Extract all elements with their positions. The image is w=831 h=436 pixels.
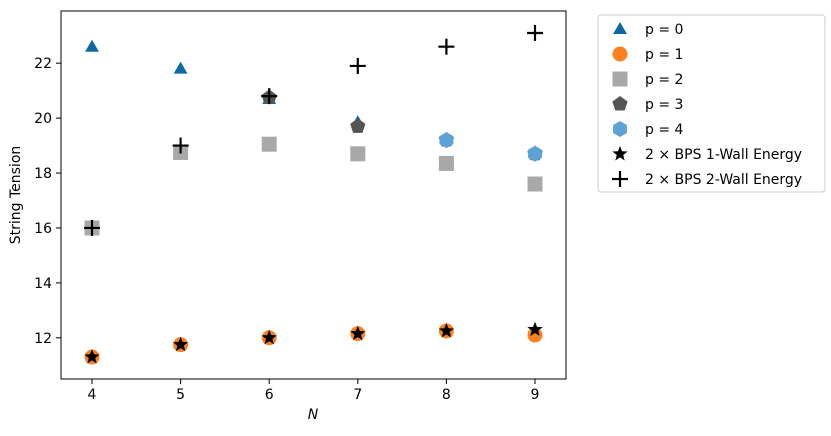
legend-marker-1 (612, 46, 628, 62)
series-2-point-3 (350, 146, 366, 162)
chart-marks (84, 24, 543, 365)
x-tick-label: 4 (88, 387, 97, 403)
legend-label-0: p = 0 (645, 22, 683, 38)
series-6-point-0 (84, 219, 101, 236)
x-tick-label: 6 (265, 387, 274, 403)
series-6-point-4 (438, 38, 455, 55)
series-5-point-2 (261, 329, 277, 345)
series-2-point-4 (438, 155, 454, 171)
legend-label-6: 2 × BPS 2-Wall Energy (645, 172, 802, 188)
x-tick-label: 9 (531, 387, 540, 403)
y-tick-label: 14 (34, 276, 52, 292)
legend-label-5: 2 × BPS 1-Wall Energy (645, 147, 802, 163)
x-tick-label: 7 (353, 387, 362, 403)
x-axis-label: N (308, 407, 319, 423)
legend-label-1: p = 1 (645, 47, 683, 63)
legend-marker-4 (613, 121, 627, 137)
y-tick-label: 18 (34, 166, 52, 182)
series-0-point-0 (85, 39, 99, 52)
series-5-point-3 (350, 325, 366, 341)
y-axis-label: String Tension (8, 146, 24, 245)
series-4-point-1 (528, 145, 542, 162)
series-6-point-2 (261, 88, 278, 105)
series-1-point-5 (527, 327, 543, 343)
legend-marker-0 (613, 22, 627, 34)
plot-area-frame (60, 10, 567, 380)
series-2-point-5 (527, 176, 543, 192)
y-tick-label: 22 (34, 56, 52, 72)
series-5-point-0 (84, 349, 100, 364)
y-tick-label: 16 (34, 221, 52, 237)
y-tick-label: 20 (34, 111, 52, 127)
series-4-point-0 (439, 132, 454, 149)
x-tick-label: 5 (176, 387, 185, 403)
series-6-point-5 (526, 24, 543, 41)
series-5-point-4 (438, 322, 454, 338)
legend-label-2: p = 2 (645, 72, 683, 88)
y-axis: 12 14 16 18 20 22 (34, 56, 61, 347)
x-axis: 4 5 6 7 8 9 (88, 379, 540, 403)
series-2-point-2 (261, 136, 277, 152)
legend-marker-2 (612, 71, 628, 87)
series-0-point-1 (173, 61, 188, 74)
y-tick-label: 12 (34, 331, 52, 347)
series-5-point-1 (173, 336, 189, 352)
legend-box (597, 14, 826, 193)
legend-marker-5 (612, 146, 628, 161)
legend: p = 0 p = 1 p = 2 p = 3 p = 4 2 × BPS 1-Wall … (597, 14, 826, 193)
legend-label-4: p = 4 (645, 122, 684, 138)
series-6-point-3 (349, 57, 366, 74)
legend-label-3: p = 3 (645, 97, 683, 113)
legend-marker-6 (612, 171, 628, 187)
x-tick-label: 8 (442, 387, 451, 403)
series-6-point-1 (172, 137, 189, 154)
legend-marker-3 (612, 96, 628, 111)
series-3-point-1 (350, 118, 366, 133)
series-5-point-5 (527, 321, 543, 337)
